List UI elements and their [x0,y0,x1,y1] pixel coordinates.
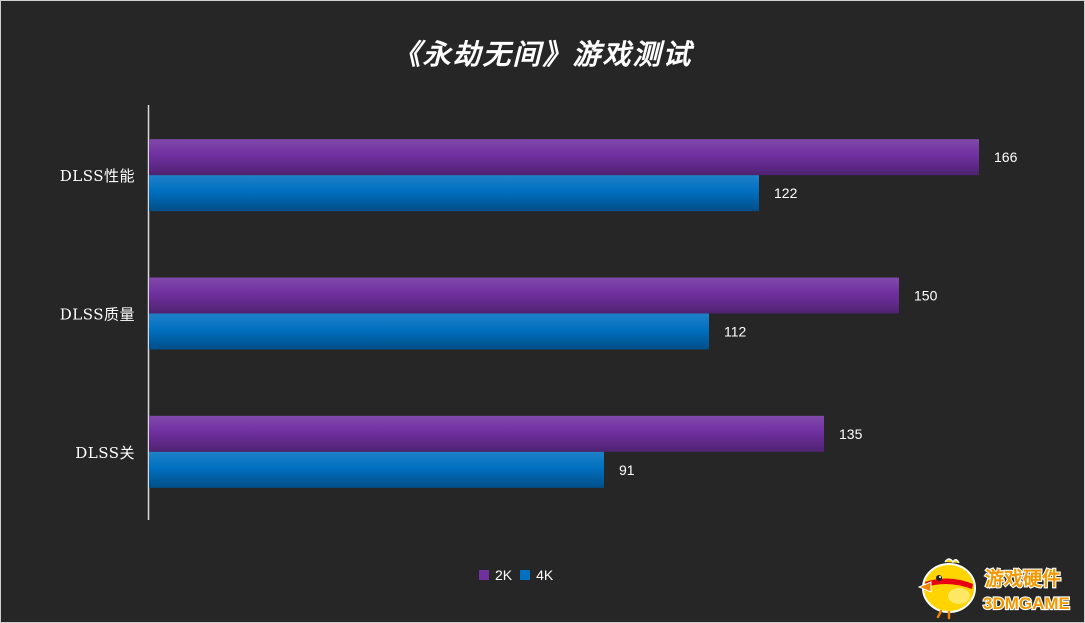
chick-mascot-icon [917,558,976,620]
category-label-2: DLSS关 [75,444,135,462]
bar-2k-0 [149,139,979,176]
value-label-2k-1: 150 [914,288,938,304]
legend-item-2k: 2K [479,567,512,583]
bar-4k-1 [149,313,709,350]
value-label-4k-1: 112 [724,324,747,340]
value-label-2k-0: 166 [994,149,1018,165]
bar-4k-2 [149,451,604,488]
legend-label-4k: 4K [536,567,554,583]
legend-swatch-4k [520,570,531,580]
legend: 2K 4K [479,567,561,583]
value-label-4k-0: 122 [774,185,798,201]
watermark-logo: 游戏硬件 3DMGAME [917,558,1071,620]
value-label-2k-2: 135 [839,426,863,442]
watermark-line2: 3DMGAME [983,594,1070,613]
legend-item-4k: 4K [520,567,553,583]
legend-swatch-2k [479,570,489,580]
watermark-line1: 游戏硬件 [985,567,1061,590]
bar-2k-1 [149,277,899,314]
bar-2k-2 [149,415,824,452]
legend-label-2k: 2K [495,567,513,583]
chart-title: 《永劫无间》游戏测试 [392,38,693,71]
category-label-0: DLSS性能 [60,167,135,185]
category-label-1: DLSS质量 [60,306,135,324]
bar-4k-0 [149,175,759,212]
value-label-4k-2: 91 [619,462,635,478]
